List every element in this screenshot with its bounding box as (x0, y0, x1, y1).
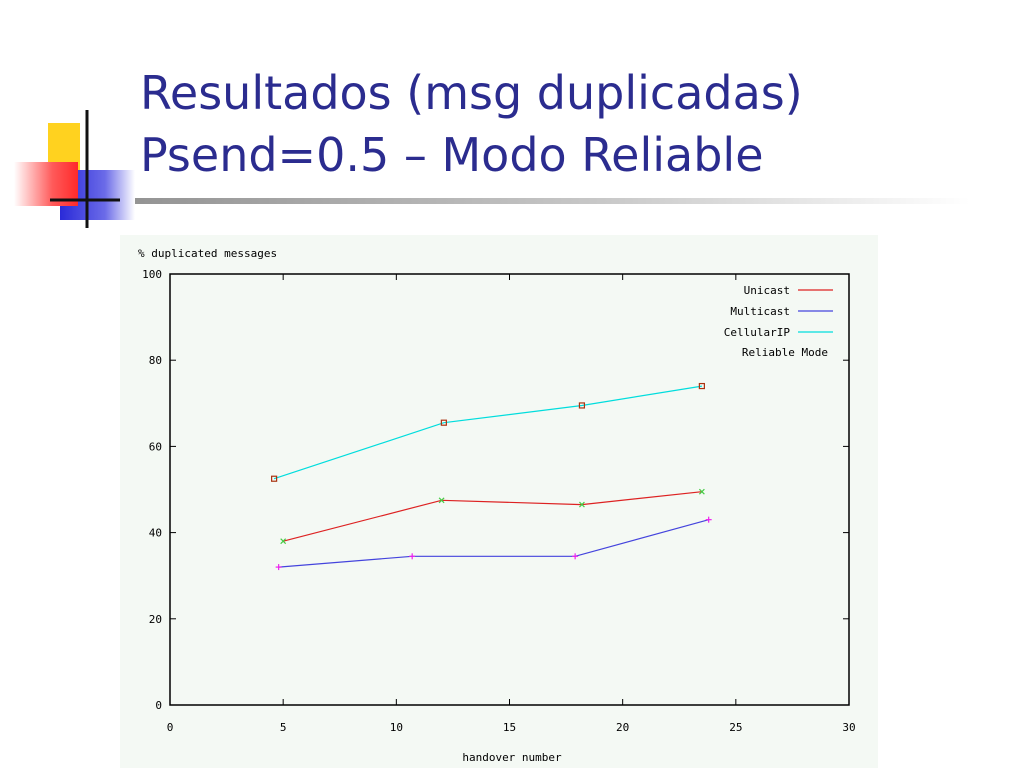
y-tick-label: 80 (149, 354, 162, 367)
x-tick-label: 15 (503, 721, 516, 734)
data-point-multicast (409, 553, 416, 560)
deco-blue-square (60, 170, 135, 220)
title-line-2: Psend=0.5 – Modo Reliable (140, 128, 764, 182)
legend-label-multicast: Multicast (730, 305, 790, 318)
x-tick-label: 20 (616, 721, 629, 734)
x-tick-label: 0 (167, 721, 174, 734)
plot-panel: % duplicated messages 0 5 10 15 20 25 30 0 20 40 6… (120, 235, 878, 768)
series-line-cellularip (273, 385, 702, 480)
x-tick-label: 30 (842, 721, 855, 734)
data-point-multicast (572, 553, 579, 560)
data-point-cellularip (440, 419, 447, 426)
data-point-multicast (705, 516, 712, 523)
x-tick-label: 5 (280, 721, 287, 734)
x-axis-label: handover number (462, 751, 562, 764)
y-axis-label: % duplicated messages (138, 247, 277, 260)
data-point-cellularip (271, 475, 278, 482)
data-point-unicast (280, 538, 287, 545)
legend-note: Reliable Mode (742, 346, 828, 359)
data-point-unicast (579, 501, 585, 508)
x-tick-label: 25 (729, 721, 742, 734)
deco-yellow-square (48, 123, 80, 175)
legend-label-unicast: Unicast (744, 284, 790, 297)
y-tick-label: 0 (155, 699, 162, 712)
data-point-unicast (438, 497, 445, 504)
title-line-1: Resultados (msg duplicadas) (140, 66, 803, 120)
series-line-multicast (278, 519, 709, 568)
data-point-cellularip (698, 382, 705, 390)
deco-red-square (14, 162, 78, 206)
page-title: Resultados (msg duplicadas) Psend=0.5 – … (140, 62, 1000, 186)
y-tick-label: 40 (149, 527, 162, 540)
data-point-unicast (698, 488, 705, 495)
data-point-multicast (275, 564, 282, 571)
legend-label-cellularip: CellularIP (724, 326, 791, 339)
y-tick-label: 60 (149, 440, 162, 453)
data-point-cellularip (578, 402, 586, 409)
y-tick-label: 20 (149, 613, 162, 626)
deco-rule (50, 198, 970, 204)
y-tick-label: 100 (142, 268, 162, 281)
line-chart: % duplicated messages 0 5 10 15 20 25 30 0 20 40 6… (138, 247, 856, 764)
series-line-unicast (283, 491, 702, 542)
x-tick-label: 10 (390, 721, 403, 734)
